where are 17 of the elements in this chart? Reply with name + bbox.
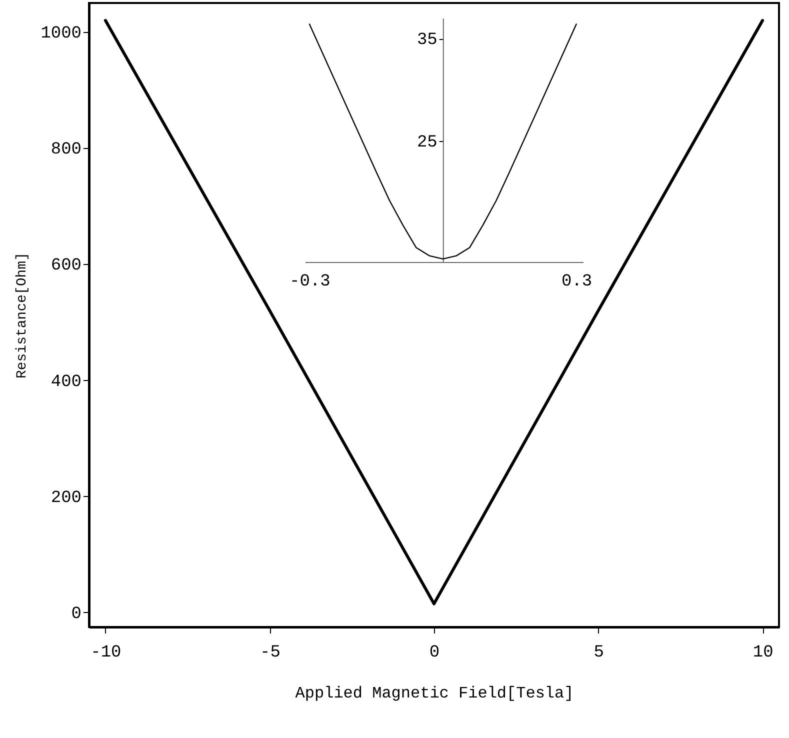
y-tick-label: 35 bbox=[416, 31, 438, 50]
y-tick-label: 0 bbox=[71, 604, 82, 624]
x-tick-label: -10 bbox=[90, 644, 122, 662]
y-tick-label: 800 bbox=[50, 140, 82, 160]
x-tick-label: -5 bbox=[260, 644, 280, 662]
x-axis-title: Applied Magnetic Field[Tesla] bbox=[295, 684, 574, 702]
x-tick-label: 5 bbox=[594, 644, 604, 662]
x-tick-label: 0.3 bbox=[562, 272, 592, 292]
y-axis-title: Resistance[Ohm] bbox=[14, 252, 31, 379]
y-tick-label: 400 bbox=[50, 372, 82, 392]
y-tick-label: 200 bbox=[50, 488, 82, 508]
x-tick-label: -0.3 bbox=[290, 272, 330, 292]
y-tick-label: 25 bbox=[416, 134, 438, 153]
y-tick-label: 600 bbox=[50, 256, 82, 276]
y-tick-label: 1000 bbox=[40, 24, 82, 44]
x-tick-label: 10 bbox=[752, 644, 774, 662]
line-series bbox=[308, 24, 577, 260]
